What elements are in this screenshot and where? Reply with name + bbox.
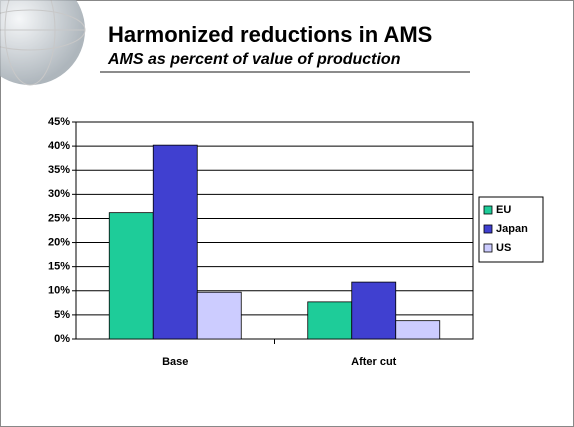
y-tick-label: 15%: [48, 261, 70, 273]
bar: [351, 281, 397, 340]
y-tick-label: 10%: [48, 285, 70, 297]
x-tick-label: Base: [162, 356, 188, 368]
y-tick-label: 20%: [48, 236, 70, 248]
y-tick-label: 35%: [48, 164, 70, 176]
bar: [196, 291, 242, 340]
legend-label: EU: [496, 204, 511, 216]
legend-label: US: [496, 242, 511, 254]
y-tick-label: 25%: [48, 212, 70, 224]
bar: [108, 212, 154, 340]
bar: [395, 320, 441, 340]
y-tick-label: 45%: [48, 116, 70, 128]
legend-swatch: [483, 224, 493, 234]
y-tick-label: 5%: [54, 309, 70, 321]
x-tick-label: After cut: [351, 356, 397, 368]
legend-swatch: [483, 243, 493, 253]
y-tick-label: 40%: [48, 140, 70, 152]
legend-label: Japan: [496, 223, 528, 235]
legend-swatch: [483, 205, 493, 215]
bar: [307, 301, 353, 340]
chart-title: Harmonized reductions in AMS: [108, 22, 432, 47]
globe-decoration: [0, 0, 86, 86]
bar: [152, 144, 198, 340]
y-tick-label: 0%: [54, 333, 70, 345]
chart-subtitle: AMS as percent of value of production: [107, 51, 401, 68]
y-tick-label: 30%: [48, 188, 70, 200]
